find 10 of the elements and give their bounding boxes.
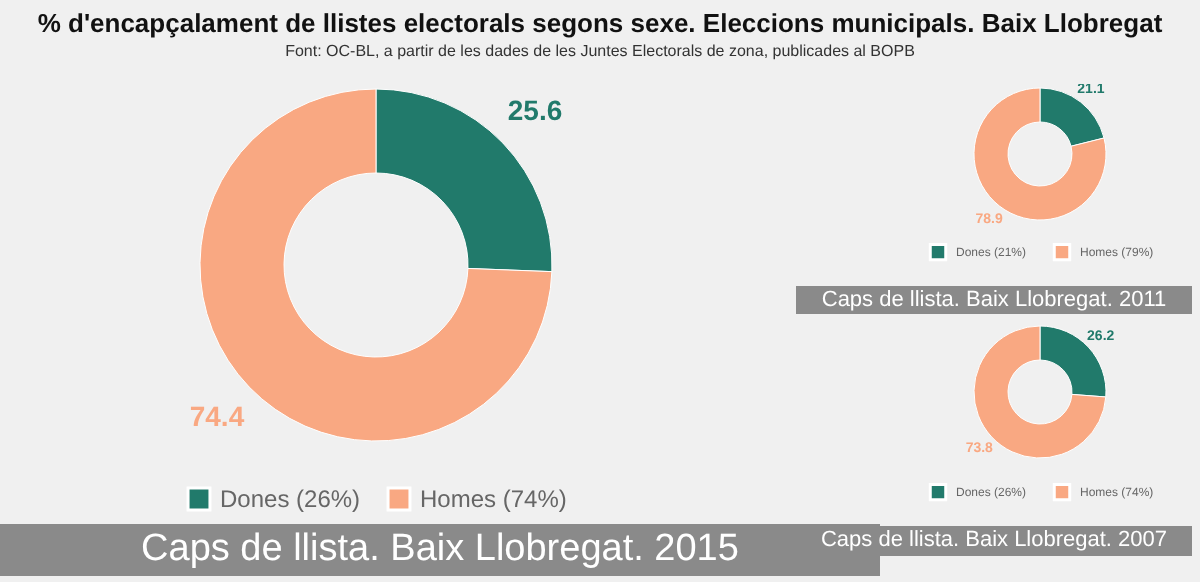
text: Caps de llista. Baix Llobregat. 2011 — [796, 286, 1192, 314]
text: Caps de llista. Baix Llobregat. 2015 — [141, 528, 739, 570]
legend-label: Dones (26%) — [220, 485, 361, 514]
data-label: 25.6 — [507, 93, 563, 126]
text: Font: OC-BL, a partir de les dades de les Juntes Electorals de zona, publicades al BOPB — [283, 42, 917, 60]
data-label: 74.4 — [189, 400, 245, 433]
text: % d'encapçalament de llistes electorals segons sexe. Eleccions municipals. Baix Llobregat — [35, 8, 1165, 38]
legend-label: Homes (74%) — [420, 485, 567, 514]
text: Caps de llista. Baix Llobregat. 2007 — [796, 526, 1192, 556]
donut-slice — [973, 87, 1107, 221]
